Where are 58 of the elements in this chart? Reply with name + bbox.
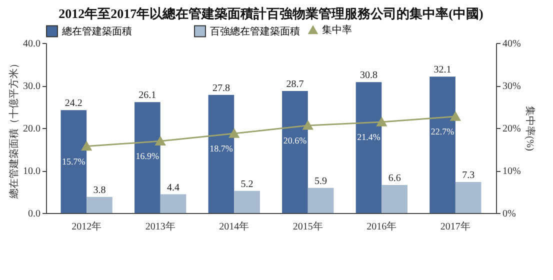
point: [376, 118, 387, 126]
y2-tick-label: 20%: [502, 124, 521, 134]
bar: [430, 76, 456, 213]
data-label: 5.9: [314, 176, 328, 187]
bar: [455, 182, 482, 213]
point: [155, 136, 166, 146]
bar: [282, 91, 308, 213]
x-tick-label: 2013年: [145, 220, 176, 232]
point: [303, 121, 313, 130]
point: [450, 112, 460, 121]
data-label: 4.4: [167, 182, 180, 194]
legend-label: 總在管建築面積: [61, 25, 132, 38]
bar: [356, 82, 382, 213]
data-label: 22.7%: [430, 126, 455, 137]
bar: [134, 102, 160, 213]
data-label: 6.6: [388, 172, 401, 184]
point: [82, 142, 92, 151]
legend-label: 百強總在管建築面積: [210, 25, 300, 38]
data-label: 32.1: [434, 64, 452, 76]
bar: [86, 196, 112, 213]
legend-label: 集中率: [322, 24, 352, 36]
y-tick-label: 40.0: [23, 38, 40, 50]
bar: [382, 184, 408, 213]
chart-title: 2012年至2017年以總在管建築面積計百強物業管理服務公司的集中率(中國): [58, 6, 484, 21]
bar: [160, 194, 186, 213]
bar: [60, 110, 87, 213]
data-label: 16.9%: [136, 151, 160, 162]
x-tick-label: 2015年: [292, 220, 323, 232]
data-label: 26.1: [138, 90, 156, 102]
data-label: 20.6%: [283, 135, 308, 146]
bar: [308, 188, 334, 213]
y2-tick-label: 30%: [502, 81, 521, 92]
data-label: 5.2: [240, 178, 254, 190]
y2-tick-label: 40%: [502, 38, 521, 50]
bar: [234, 190, 260, 213]
x-tick-label: 2016年: [366, 220, 397, 232]
point: [229, 129, 239, 138]
y-tick-label: 30.0: [23, 81, 40, 92]
data-label: 28.7: [286, 79, 304, 90]
y2-axis-title: 集中率(%): [524, 106, 536, 151]
y2-tick-label: 0%: [502, 208, 516, 220]
y2-tick-label: 10%: [502, 166, 521, 177]
data-label: 3.8: [93, 184, 106, 196]
bar: [208, 94, 234, 213]
data-label: 24.2: [64, 98, 82, 110]
x-tick-label: 2017年: [440, 220, 470, 232]
y-axis-title: 總在管建築面積（十億平方米）: [8, 58, 20, 200]
data-label: 30.8: [360, 70, 378, 82]
y-tick-label: 0.0: [28, 208, 40, 220]
data-label: 27.8: [212, 82, 230, 94]
x-tick-label: 2014年: [219, 220, 250, 232]
data-label: 21.4%: [357, 132, 381, 142]
x-tick-label: 2012年: [72, 220, 102, 232]
data-label: 7.3: [462, 170, 475, 181]
data-label: 18.7%: [210, 144, 234, 154]
y-tick-label: 20.0: [23, 124, 40, 134]
data-label: 15.7%: [62, 156, 86, 166]
y-tick-label: 10.0: [23, 166, 40, 177]
